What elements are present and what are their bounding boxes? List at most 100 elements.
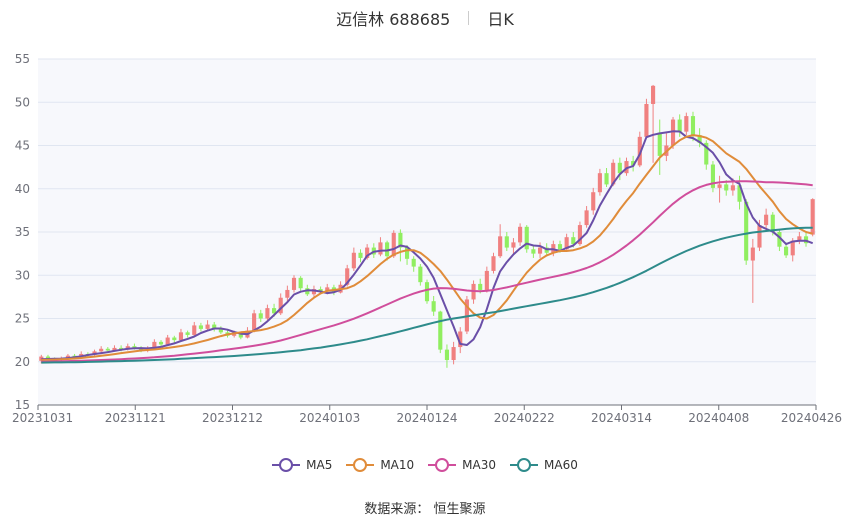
candle-body xyxy=(112,347,117,351)
candle-body xyxy=(345,268,350,285)
candle-body xyxy=(591,192,596,211)
candle-body xyxy=(651,85,656,104)
candle-body xyxy=(657,132,662,156)
candle-body xyxy=(637,136,642,166)
candle-body xyxy=(504,236,509,248)
candle-body xyxy=(172,337,177,341)
candle-body xyxy=(684,116,689,132)
candle-body xyxy=(531,249,536,254)
candle-body xyxy=(764,214,769,226)
candle-body xyxy=(624,161,629,174)
candle-body xyxy=(744,201,749,261)
x-tick-label: 20240314 xyxy=(591,411,652,425)
candle-body xyxy=(458,331,463,348)
candle-body xyxy=(99,348,104,352)
y-tick-label: 30 xyxy=(15,268,30,282)
candle-body xyxy=(218,328,223,333)
legend-item-ma10[interactable]: MA10 xyxy=(346,458,414,472)
candle-body xyxy=(577,225,583,245)
candle-body xyxy=(790,240,795,256)
candle-body xyxy=(511,242,516,248)
candle-body xyxy=(597,173,602,193)
y-tick-label: 15 xyxy=(15,398,30,412)
candle-body xyxy=(710,164,715,188)
x-tick-label: 20231212 xyxy=(202,411,263,425)
candle-body xyxy=(717,184,722,188)
legend-ma30-label: MA30 xyxy=(462,458,497,472)
x-tick-label: 20240426 xyxy=(781,411,842,425)
candle-body xyxy=(318,289,323,292)
candle-body xyxy=(65,355,70,359)
ma5-line xyxy=(41,130,814,361)
candle-body xyxy=(797,236,802,241)
candle-body xyxy=(132,346,137,348)
candle-body xyxy=(690,116,696,136)
candle-body xyxy=(524,226,529,250)
candle-body xyxy=(611,162,616,185)
candle-body xyxy=(398,232,403,248)
candle-body xyxy=(404,247,410,259)
candle-body xyxy=(604,173,609,185)
candle-body xyxy=(311,289,317,295)
candle-body xyxy=(478,283,483,290)
candle-body xyxy=(424,282,430,302)
candle-body xyxy=(670,119,676,146)
candle-body xyxy=(571,237,576,245)
candle-body xyxy=(285,289,290,298)
candle-body xyxy=(451,347,456,361)
candle-body xyxy=(411,258,416,267)
candle-body xyxy=(152,341,157,349)
candle-body xyxy=(750,247,755,261)
y-tick-label: 40 xyxy=(15,182,30,196)
candle-body xyxy=(391,232,396,257)
y-tick-label: 20 xyxy=(15,355,30,369)
legend-ma10-marker xyxy=(346,458,375,472)
legend-ma60-label: MA60 xyxy=(544,458,578,472)
candle-body xyxy=(45,356,51,360)
legend-ma60-marker xyxy=(510,458,539,472)
candle-body xyxy=(777,232,782,247)
candle-body xyxy=(757,225,762,248)
ma60-line xyxy=(41,226,813,364)
legend: MA5 MA10 MA30 MA60 xyxy=(0,458,850,472)
candle-body xyxy=(784,246,789,256)
y-tick-label: 35 xyxy=(15,225,30,239)
legend-item-ma60[interactable]: MA60 xyxy=(510,458,578,472)
candle-body xyxy=(704,142,709,165)
candle-body xyxy=(438,311,443,350)
candle-body xyxy=(198,325,203,329)
candle-body xyxy=(351,252,356,269)
candle-body xyxy=(385,242,390,257)
candle-body xyxy=(431,301,436,312)
candle-body xyxy=(737,185,742,202)
candle-body xyxy=(770,214,775,232)
candle-body xyxy=(444,349,450,361)
candle-body xyxy=(498,236,503,257)
candle-body xyxy=(358,252,363,258)
candle-body xyxy=(265,308,270,319)
legend-ma5-marker xyxy=(272,458,301,472)
candle-body xyxy=(212,324,217,329)
candle-body xyxy=(158,341,164,345)
candle-body xyxy=(644,103,649,137)
candle-body xyxy=(484,270,489,290)
chart-title: 迈信林 688685 日K xyxy=(0,6,850,30)
legend-ma5-label: MA5 xyxy=(306,458,333,472)
y-tick-label: 50 xyxy=(15,95,30,109)
legend-item-ma5[interactable]: MA5 xyxy=(272,458,332,472)
legend-ma10-label: MA10 xyxy=(380,458,415,472)
chart-title-stock: 迈信林 688685 xyxy=(336,10,451,29)
chart-title-period: 日K xyxy=(487,10,514,29)
data-source: 数据来源： 恒生聚源 xyxy=(364,502,486,517)
candle-body xyxy=(631,161,636,166)
candle-body xyxy=(258,313,263,319)
candle-body xyxy=(232,334,237,336)
candle-body xyxy=(139,347,144,351)
legend-item-ma30[interactable]: MA30 xyxy=(428,458,496,472)
candle-body xyxy=(617,162,622,174)
candle-body xyxy=(165,337,170,345)
candle-body xyxy=(365,247,370,258)
candle-body xyxy=(291,277,297,290)
y-tick-label: 55 xyxy=(15,52,30,66)
candle-body xyxy=(557,244,563,250)
